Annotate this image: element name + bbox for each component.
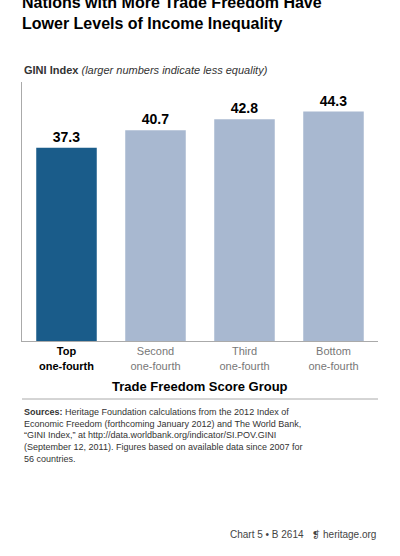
svg-text:Secondone-fourth: Secondone-fourth xyxy=(130,345,180,371)
svg-text:Chart 5 • B 2614 ❡ heritage.: Chart 5 • B 2614 ❡ heritage.org xyxy=(230,529,376,540)
svg-text:40.7: 40.7 xyxy=(142,111,169,127)
svg-text:Thirdone-fourth: Thirdone-fourth xyxy=(219,345,269,371)
svg-text:Trade Freedom Score Group: Trade Freedom Score Group xyxy=(112,379,288,394)
svg-text:37.3: 37.3 xyxy=(53,129,80,145)
svg-text:Bottomone-fourth: Bottomone-fourth xyxy=(308,345,358,371)
svg-text:Sources: Heritage Foundation c: Sources: Heritage Foundation calculation… xyxy=(24,407,303,464)
svg-text:44.3: 44.3 xyxy=(320,93,347,109)
svg-text:42.8: 42.8 xyxy=(231,100,258,116)
svg-text:Topone-fourth: Topone-fourth xyxy=(39,345,94,371)
svg-text:GINI Index (larger numbers ind: GINI Index (larger numbers indicate less… xyxy=(24,64,268,76)
svg-text:Nations with More Trade Freedo: Nations with More Trade Freedom HaveLowe… xyxy=(22,0,322,32)
